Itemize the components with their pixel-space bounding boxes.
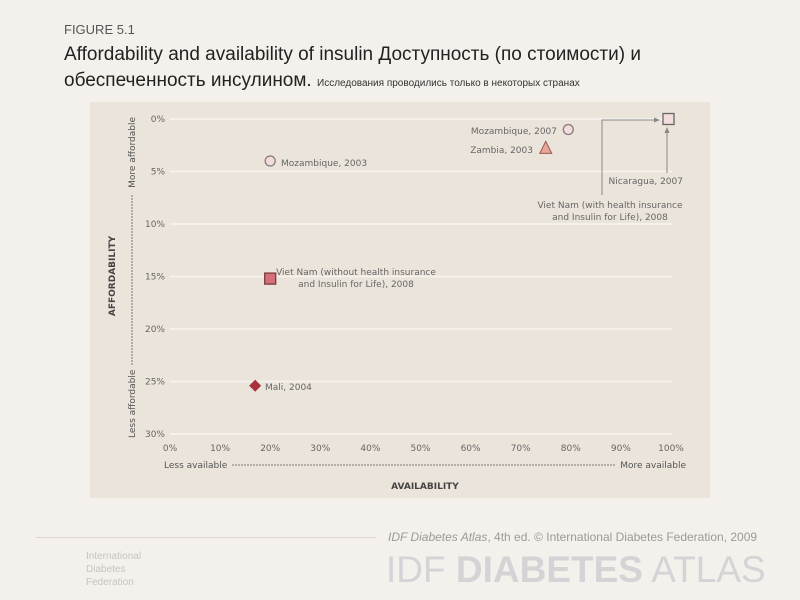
idf-logo: International Diabetes Federation — [86, 550, 141, 589]
arrowhead-icon — [654, 117, 660, 123]
x-tick-label: 90% — [611, 444, 631, 454]
chart-panel — [90, 102, 710, 498]
x-tick-label: 60% — [461, 444, 481, 454]
chart-title: Affordability and availability of insuli… — [64, 42, 784, 97]
annotation-label: and Insulin for Life), 2008 — [552, 213, 668, 223]
x-tick-label: 50% — [410, 444, 430, 454]
diamond-marker — [249, 379, 262, 392]
y-high-label: More affordable — [128, 117, 138, 188]
y-low-label: Less affordable — [128, 369, 138, 438]
x-tick-label: 40% — [360, 444, 380, 454]
y-tick-label: 5% — [151, 168, 166, 178]
y-tick-label: 25% — [145, 378, 165, 388]
org-line: International — [86, 551, 142, 562]
square-marker — [662, 112, 675, 126]
brand-wordmark: IDF DIABETES ATLAS — [386, 550, 766, 590]
arrowhead-icon — [664, 127, 670, 133]
subtitle: Исследования проводились только в некото… — [317, 78, 580, 89]
x-tick-label: 70% — [511, 444, 531, 454]
point-label: and Insulin for Life), 2008 — [298, 280, 414, 290]
figure-label: FIGURE 5.1 — [64, 22, 135, 37]
brand-1: IDF — [386, 549, 456, 590]
x-tick-label: 80% — [561, 444, 581, 454]
point-label: Zambia, 2003 — [470, 146, 533, 156]
y-axis-label: AFFORDABILITY — [108, 235, 118, 316]
point-label: Nicaragua, 2007 — [609, 177, 683, 187]
x-tick-label: 0% — [163, 444, 178, 454]
point-label: Mali, 2004 — [265, 383, 312, 393]
x-tick-label: 100% — [658, 444, 684, 454]
y-tick-label: 0% — [151, 115, 166, 125]
org-line: Federation — [86, 577, 134, 588]
x-high-label: More available — [620, 461, 686, 471]
triangle-marker — [538, 140, 553, 154]
x-axis-label: AVAILABILITY — [391, 482, 459, 492]
y-tick-label: 20% — [145, 325, 165, 335]
credit-title: IDF Diabetes Atlas — [388, 530, 488, 544]
credit-rest: , 4th ed. © International Diabetes Feder… — [487, 530, 758, 544]
circle-marker — [562, 123, 574, 136]
brand-3: ATLAS — [642, 549, 766, 590]
x-low-label: Less available — [164, 461, 228, 471]
point-label: Viet Nam (without health insurance — [276, 268, 436, 278]
annotation-leader — [601, 119, 656, 195]
credit: IDF Diabetes Atlas, 4th ed. © Internatio… — [388, 530, 757, 544]
circle-marker — [264, 155, 276, 167]
x-tick-label: 30% — [310, 444, 330, 454]
x-tick-label: 20% — [260, 444, 280, 454]
brand-2: DIABETES — [455, 549, 643, 590]
x-tick-label: 10% — [210, 444, 230, 454]
y-tick-label: 10% — [145, 220, 165, 230]
y-tick-label: 30% — [145, 430, 165, 440]
org-line: Diabetes — [86, 564, 126, 575]
point-label: Mozambique, 2003 — [281, 159, 367, 169]
point-label: Mozambique, 2007 — [471, 127, 557, 137]
y-tick-label: 15% — [145, 273, 165, 283]
footer-divider — [36, 537, 376, 538]
square-marker — [264, 272, 277, 285]
annotation-label: Viet Nam (with health insurance — [537, 201, 683, 211]
title-text: Affordability and availability of insuli… — [64, 44, 641, 91]
